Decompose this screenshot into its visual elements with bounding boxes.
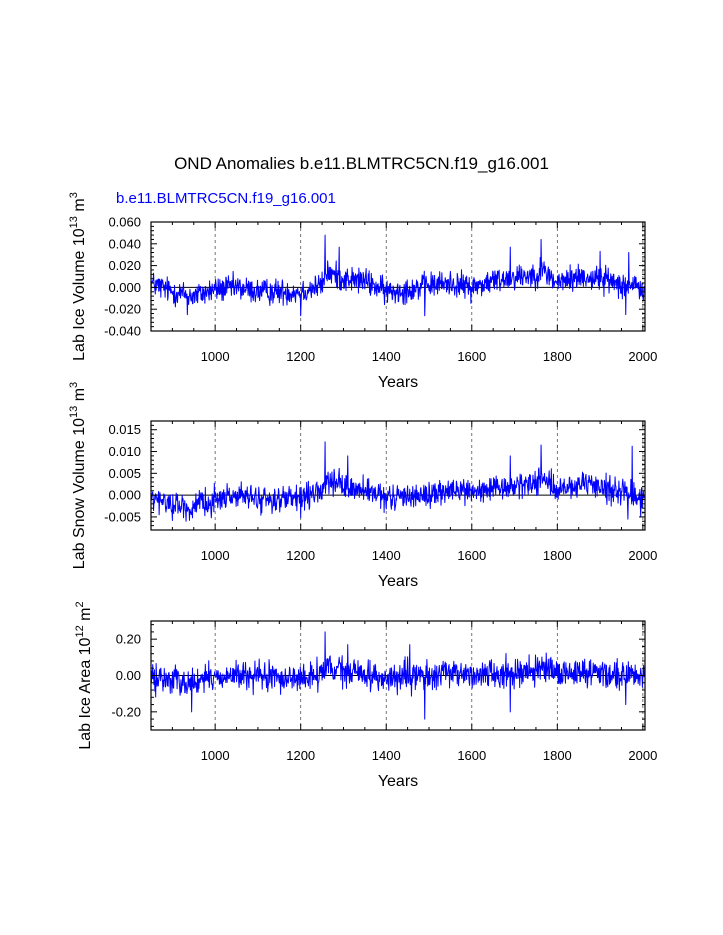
y-tick-label: 0.20 xyxy=(116,632,141,647)
x-tick-label: 1000 xyxy=(201,748,230,763)
x-tick-label: 1600 xyxy=(457,748,486,763)
y-axis-label-superscript: 12 xyxy=(74,625,86,637)
y-tick-label: 0.060 xyxy=(108,215,141,230)
figure-title: OND Anomalies b.e11.BLMTRC5CN.f19_g16.00… xyxy=(174,154,549,173)
x-axis-label: Years xyxy=(378,374,418,391)
x-tick-label: 2000 xyxy=(628,748,657,763)
plot-frame xyxy=(150,420,646,531)
y-axis-label-text: m xyxy=(71,388,88,406)
y-tick-label: 0.040 xyxy=(108,236,141,251)
plot-frame xyxy=(150,221,646,332)
y-tick-label: -0.20 xyxy=(111,704,141,719)
x-tick-label: 1000 xyxy=(201,349,230,364)
x-tick-label: 2000 xyxy=(628,548,657,563)
y-tick-label: 0.005 xyxy=(108,466,141,481)
x-tick-label: 1000 xyxy=(201,548,230,563)
chart-panel-3: 1000 1200 1400 1600 1800 2000 -0.20 0.00 0.20 Yea… xyxy=(74,601,657,790)
y-axis-label: Lab Snow Volume 1013 m3 xyxy=(68,382,88,569)
y-tick-label: 0.010 xyxy=(108,444,141,459)
x-axis-label: Years xyxy=(378,773,418,790)
y-axis-label: Lab Ice Volume 1013 m3 xyxy=(68,192,88,361)
x-tick-label: 1400 xyxy=(372,748,401,763)
y-tick-label: 0.020 xyxy=(108,258,141,273)
y-tick-label: 0.000 xyxy=(108,488,141,503)
y-axis-label-text: m xyxy=(77,608,94,626)
y-tick-label: 0.00 xyxy=(116,668,141,683)
series-line-1 xyxy=(150,631,645,720)
y-axis-label-text: Lab Ice Area 10 xyxy=(77,637,94,749)
x-tick-label: 1400 xyxy=(372,349,401,364)
x-tick-label: 2000 xyxy=(628,349,657,364)
figure-subtitle: b.e11.BLMTRC5CN.f19_g16.001 xyxy=(116,190,336,207)
x-axis-label: Years xyxy=(378,573,418,590)
series-line-1 xyxy=(150,234,645,317)
y-axis-label-text: m xyxy=(71,198,88,216)
y-axis-label-superscript: 3 xyxy=(68,192,80,198)
y-axis-label-superscript: 3 xyxy=(68,382,80,388)
y-axis-label: Lab Ice Area 1012 m2 xyxy=(74,601,94,749)
y-tick-label: -0.005 xyxy=(104,509,141,524)
x-tick-label: 1200 xyxy=(286,748,315,763)
chart-panel-2: 1000 1200 1400 1600 1800 2000 -0.005 0.000 0.005… xyxy=(68,382,657,590)
y-tick-label: -0.040 xyxy=(104,324,141,339)
x-tick-label: 1200 xyxy=(286,349,315,364)
chart-panel-1: 1000 1200 1400 1600 1800 2000 -0.040 -0.020 0.00… xyxy=(68,192,657,391)
y-axis-label-text: Lab Snow Volume 10 xyxy=(71,418,88,569)
y-tick-label: 0.015 xyxy=(108,422,141,437)
x-tick-label: 1800 xyxy=(543,748,572,763)
y-axis-label-superscript: 2 xyxy=(74,601,86,607)
x-tick-label: 1600 xyxy=(457,548,486,563)
y-axis-label-text: Lab Ice Volume 10 xyxy=(71,228,88,361)
series-line-1 xyxy=(150,441,645,522)
y-tick-label: 0.000 xyxy=(108,280,141,295)
x-tick-label: 1600 xyxy=(457,349,486,364)
y-tick-label: -0.020 xyxy=(104,302,141,317)
x-tick-label: 1400 xyxy=(372,548,401,563)
y-axis-label-superscript: 13 xyxy=(68,406,80,418)
x-tick-label: 1200 xyxy=(286,548,315,563)
x-tick-label: 1800 xyxy=(543,349,572,364)
x-tick-label: 1800 xyxy=(543,548,572,563)
y-axis-label-superscript: 13 xyxy=(68,216,80,228)
